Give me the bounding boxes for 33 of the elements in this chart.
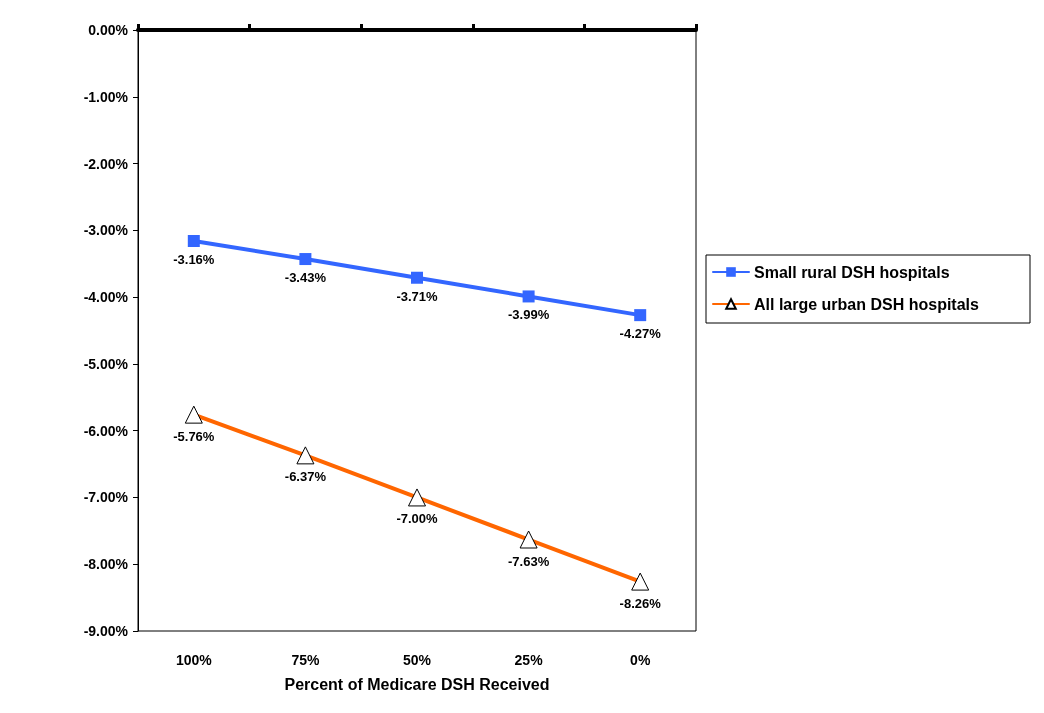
data-label: -3.99% — [508, 307, 550, 323]
y-tick-label: -7.00% — [83, 489, 129, 506]
y-tick-label: -2.00% — [83, 155, 129, 172]
y-tick-label: -5.00% — [83, 355, 129, 372]
point — [411, 271, 423, 284]
data-label: -7.63% — [508, 553, 550, 569]
point — [299, 253, 312, 266]
y-tick-label: 0.00% — [88, 22, 129, 38]
y-tick-label: -4.00% — [83, 289, 129, 306]
x-tick-label: 0% — [630, 652, 651, 668]
y-tick-label: -3.00% — [83, 222, 129, 239]
legend-label: Small rural DSH hospitals — [754, 263, 950, 281]
data-label: -8.26% — [619, 595, 662, 611]
legend-label: All large urban DSH hospitals — [754, 295, 980, 313]
point — [634, 309, 647, 322]
data-label: -3.71% — [396, 288, 439, 304]
data-label: -3.43% — [284, 270, 327, 286]
y-tick-label: -8.00% — [83, 556, 129, 573]
x-tick-label: 25% — [514, 652, 544, 668]
x-axis-title: Percent of Medicare DSH Received — [284, 675, 550, 693]
data-label: -4.27% — [619, 326, 662, 342]
y-tick-label: -6.00% — [83, 422, 129, 439]
x-tick-label: 100% — [175, 652, 213, 668]
y-tick-label: -1.00% — [83, 88, 129, 105]
data-label: -3.16% — [173, 252, 215, 268]
data-label: -5.76% — [173, 428, 215, 444]
y-tick-label: -9.00% — [83, 623, 129, 639]
point — [187, 235, 200, 248]
point — [522, 290, 535, 303]
x-tick-label: 75% — [291, 652, 320, 668]
x-tick-label: 50% — [402, 652, 432, 668]
data-label: -6.37% — [284, 469, 327, 485]
data-label: -7.00% — [396, 511, 439, 527]
